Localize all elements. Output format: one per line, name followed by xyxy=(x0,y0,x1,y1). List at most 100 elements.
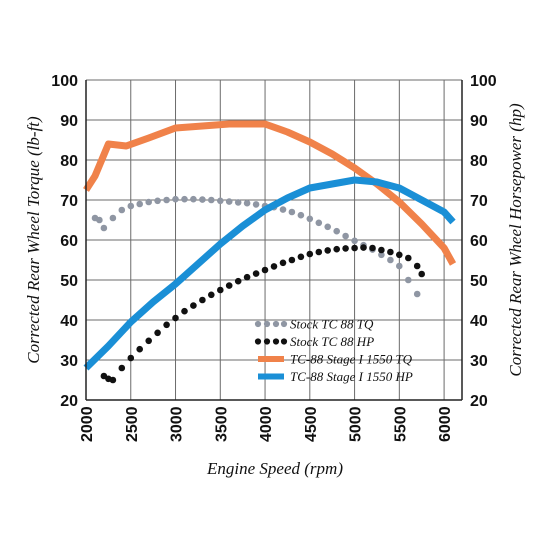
series-layer xyxy=(83,120,457,384)
series-point xyxy=(172,314,179,322)
x-tick-label: 4000 xyxy=(258,406,275,442)
series-point xyxy=(413,262,421,270)
series-point xyxy=(306,250,314,258)
series-point xyxy=(154,197,161,205)
x-tick-label: 3500 xyxy=(213,406,230,442)
series-point xyxy=(351,244,358,252)
series-point xyxy=(163,321,170,329)
y-tick-label-right: 80 xyxy=(470,153,488,170)
y-tick-label-left: 50 xyxy=(60,273,78,290)
axes: 20 20 30 30 40 40 50 50 60 60 70 70 80 80 90 90 100 100 20… xyxy=(51,73,497,442)
series-point xyxy=(396,251,403,259)
y-tick-label-left: 60 xyxy=(60,233,78,250)
x-tick-label: 5000 xyxy=(348,406,365,442)
series-point xyxy=(297,211,305,219)
y-tick-label-left: 30 xyxy=(60,353,78,370)
series-point xyxy=(100,224,108,232)
series-point xyxy=(199,196,206,203)
series-point xyxy=(136,345,143,353)
y-tick-label-right: 90 xyxy=(470,113,488,130)
series-line xyxy=(83,120,457,266)
series-point xyxy=(418,270,426,278)
series-point xyxy=(396,262,403,270)
series-point xyxy=(199,296,206,304)
series-point xyxy=(315,248,323,256)
series-point xyxy=(378,246,385,254)
series-point xyxy=(225,282,233,289)
series-point xyxy=(181,307,188,315)
series-point xyxy=(136,200,143,208)
series-point xyxy=(217,286,224,294)
series-point xyxy=(405,276,412,284)
x-tick-label: 2500 xyxy=(124,406,141,442)
legend-label: TC-88 Stage I 1550 HP xyxy=(290,369,413,384)
series-point xyxy=(118,206,126,214)
series-point xyxy=(181,195,188,203)
series-point xyxy=(96,216,103,224)
y-tick-label-right: 70 xyxy=(470,193,488,210)
legend-label: Stock TC 88 TQ xyxy=(290,317,374,332)
legend-swatch-dot xyxy=(272,320,280,328)
y-tick-label-right: 60 xyxy=(470,233,488,250)
x-tick-label: 6000 xyxy=(437,406,454,442)
series-point xyxy=(324,247,332,254)
x-tick-label: 4500 xyxy=(303,406,320,442)
series-point xyxy=(252,270,260,277)
legend: Stock TC 88 TQ Stock TC 88 HP TC-88 Stage … xyxy=(254,317,413,384)
y-tick-label-left: 80 xyxy=(60,153,78,170)
y-tick-label-left: 20 xyxy=(60,393,78,410)
legend-swatch-dot xyxy=(272,338,280,345)
series-point xyxy=(190,195,197,203)
series-point xyxy=(279,259,287,267)
series-point xyxy=(217,197,224,205)
series-point xyxy=(405,254,412,262)
y-tick-label-right: 100 xyxy=(470,73,497,90)
series-point xyxy=(387,256,394,264)
series-point xyxy=(225,198,233,205)
series-point xyxy=(145,198,152,206)
series-point xyxy=(109,376,117,384)
y-axis-title-left: Corrected Rear Wheel Torque (lb-ft) xyxy=(24,116,43,364)
series-point xyxy=(279,206,287,213)
series-point xyxy=(243,273,251,281)
x-axis-title: Engine Speed (rpm) xyxy=(206,459,343,478)
grid xyxy=(85,79,462,401)
series-point xyxy=(190,302,197,309)
y-tick-label-left: 100 xyxy=(51,73,78,90)
series-point xyxy=(234,199,242,206)
y-tick-label-right: 20 xyxy=(470,393,488,410)
series-point xyxy=(261,266,269,274)
series-point xyxy=(288,256,296,264)
series-point xyxy=(270,263,278,270)
series-point xyxy=(333,245,341,253)
y-tick-label-right: 30 xyxy=(470,353,488,370)
legend-swatch-dot xyxy=(280,320,288,328)
series-point xyxy=(163,196,170,204)
series-point xyxy=(127,202,135,210)
series-point xyxy=(342,245,349,252)
legend-swatch-dot xyxy=(254,338,262,345)
series-point xyxy=(360,244,367,251)
y-tick-label-right: 40 xyxy=(470,313,488,330)
series-point xyxy=(351,237,358,245)
y-tick-label-right: 50 xyxy=(470,273,488,290)
y-tick-label-left: 70 xyxy=(60,193,78,210)
series-point xyxy=(252,201,260,208)
x-tick-label: 5500 xyxy=(392,406,409,442)
series-point xyxy=(378,251,385,259)
series-point xyxy=(118,364,126,372)
series-point xyxy=(127,354,135,362)
series-point xyxy=(234,277,242,285)
series-point xyxy=(243,199,251,207)
legend-swatch-dot xyxy=(280,338,288,345)
x-tick-label: 3000 xyxy=(169,406,186,442)
series-point xyxy=(342,232,349,240)
series-point xyxy=(208,196,215,204)
series-point xyxy=(208,291,215,299)
series-line xyxy=(83,176,456,371)
series-point xyxy=(324,223,332,231)
series-point xyxy=(172,195,179,203)
series-point xyxy=(306,215,314,223)
legend-swatch-dot xyxy=(263,320,271,328)
